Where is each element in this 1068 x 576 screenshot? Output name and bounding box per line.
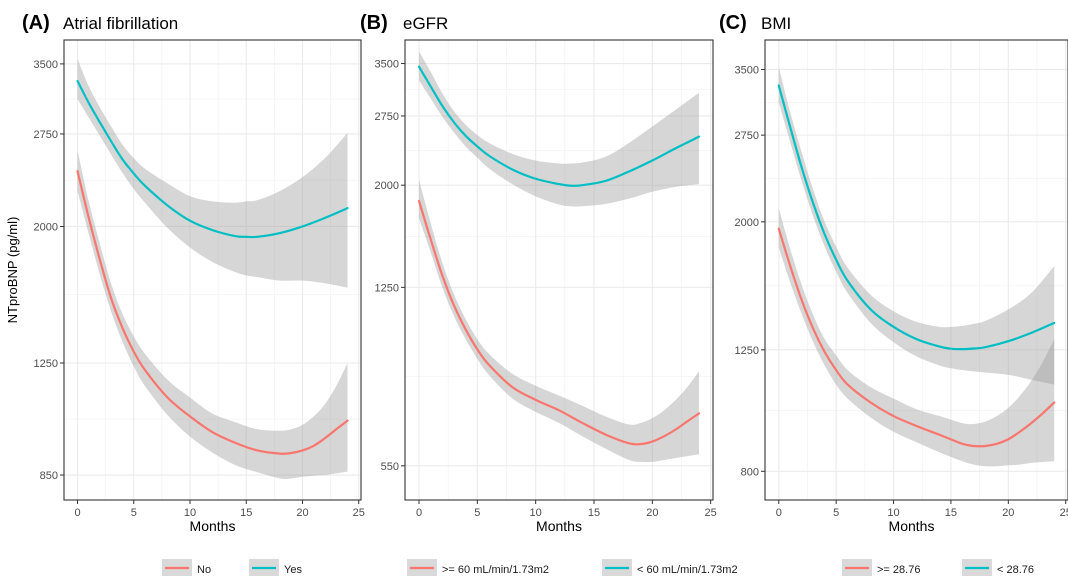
series-line-0 xyxy=(76,169,349,455)
legend: >= 28.76 < 28.76 xyxy=(842,559,1034,576)
panel-1: 0 5 10 15 20 25 550 1250 2000 2750 3500 (B) eGFR Mont… xyxy=(360,12,738,576)
y-tick-label: 2750 xyxy=(735,130,759,142)
series-line-1 xyxy=(76,79,349,239)
confidence-band-0 xyxy=(77,150,348,479)
x-tick-label: 25 xyxy=(705,507,717,519)
x-tick-label: 15 xyxy=(588,507,600,519)
x-tick-label: 10 xyxy=(887,507,899,519)
series-line-1 xyxy=(417,65,701,187)
y-tick-label: 1250 xyxy=(34,358,58,370)
panel-border xyxy=(63,39,362,501)
panel-border xyxy=(764,39,1068,501)
confidence-band-1 xyxy=(77,58,348,288)
x-tick-label: 15 xyxy=(240,507,252,519)
data-layer xyxy=(417,51,701,463)
y-tick-label: 550 xyxy=(381,461,399,473)
gridlines xyxy=(64,40,361,500)
x-tick-label: 20 xyxy=(646,507,658,519)
confidence-band-1 xyxy=(419,51,699,207)
series-line-0 xyxy=(777,227,1056,448)
x-tick-label: 0 xyxy=(776,507,782,519)
y-tick-label: 850 xyxy=(40,470,58,482)
legend-label: >= 60 mL/min/1.73m2 xyxy=(442,564,549,576)
x-tick-label: 10 xyxy=(530,507,542,519)
panel-letter: (B) xyxy=(360,12,388,34)
panel-letter: (A) xyxy=(22,12,50,34)
plot-background xyxy=(765,40,1068,500)
confidence-band-0 xyxy=(778,208,1055,467)
y-tick-label: 1250 xyxy=(735,345,759,357)
confidence-band-1 xyxy=(778,67,1055,385)
x-tick-label: 15 xyxy=(945,507,957,519)
x-tick-label: 10 xyxy=(184,507,196,519)
data-layer xyxy=(76,58,349,479)
x-tick-label: 0 xyxy=(416,507,422,519)
y-tick-label: 3500 xyxy=(735,64,759,76)
panel-border xyxy=(404,39,714,501)
y-axis-title: NTproBNP (pg/ml) xyxy=(5,217,20,324)
gridlines xyxy=(405,40,713,500)
y-tick-label: 2000 xyxy=(34,221,58,233)
x-tick-label: 20 xyxy=(296,507,308,519)
confidence-band-0 xyxy=(419,179,699,463)
panel-title: BMI xyxy=(761,14,791,33)
y-tick-label: 2000 xyxy=(735,217,759,229)
panel-title: eGFR xyxy=(403,14,448,33)
x-tick-label: 5 xyxy=(131,507,137,519)
y-tick-label: 2000 xyxy=(375,180,399,192)
y-tick-label: 800 xyxy=(741,466,759,478)
x-tick-label: 5 xyxy=(833,507,839,519)
legend-label: >= 28.76 xyxy=(877,564,920,576)
x-tick-label: 25 xyxy=(1060,507,1068,519)
x-axis-title: Months xyxy=(889,518,935,534)
x-tick-label: 5 xyxy=(474,507,480,519)
y-tick-label: 1250 xyxy=(375,282,399,294)
y-tick-label: 3500 xyxy=(34,59,58,71)
y-tick-label: 2750 xyxy=(375,111,399,123)
series-line-0 xyxy=(417,199,701,446)
x-tick-label: 25 xyxy=(353,507,365,519)
plot-background xyxy=(64,40,361,500)
x-axis-title: Months xyxy=(536,518,582,534)
plot-background xyxy=(405,40,713,500)
legend-label: No xyxy=(197,564,211,576)
y-tick-label: 2750 xyxy=(34,129,58,141)
legend: No Yes xyxy=(162,559,302,576)
panel-title: Atrial fibrillation xyxy=(63,14,178,33)
data-layer xyxy=(777,67,1056,467)
y-tick-label: 3500 xyxy=(375,59,399,71)
gridlines xyxy=(765,40,1068,500)
panel-letter: (C) xyxy=(719,12,747,34)
x-tick-label: 0 xyxy=(74,507,80,519)
series-line-1 xyxy=(777,84,1056,351)
legend-label: < 28.76 xyxy=(997,564,1034,576)
legend-label: < 60 mL/min/1.73m2 xyxy=(637,564,738,576)
x-tick-label: 20 xyxy=(1002,507,1014,519)
legend: >= 60 mL/min/1.73m2 < 60 mL/min/1.73m2 xyxy=(407,559,738,576)
panel-0: 0 5 10 15 20 25 850 1250 2000 2750 3500 (A) Atrial f… xyxy=(5,12,365,576)
x-axis-title: Months xyxy=(190,518,236,534)
legend-label: Yes xyxy=(284,564,302,576)
panel-2: 0 5 10 15 20 25 800 1250 2000 2750 3500 (C) BMI Month… xyxy=(719,12,1068,576)
